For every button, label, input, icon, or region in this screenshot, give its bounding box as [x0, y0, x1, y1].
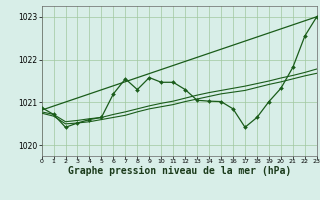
X-axis label: Graphe pression niveau de la mer (hPa): Graphe pression niveau de la mer (hPa): [68, 166, 291, 176]
